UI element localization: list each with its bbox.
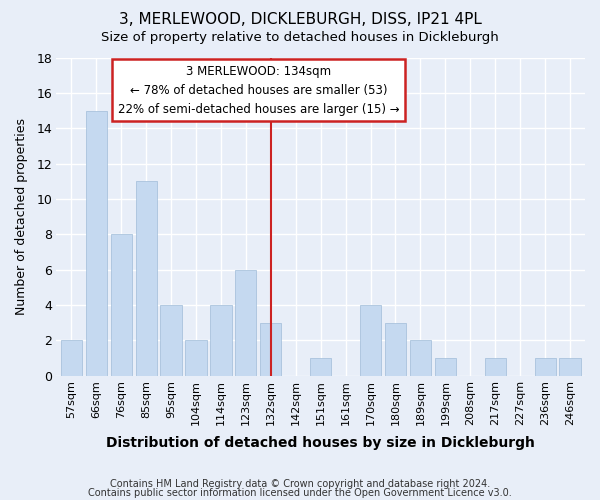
- Bar: [211, 305, 232, 376]
- X-axis label: Distribution of detached houses by size in Dickleburgh: Distribution of detached houses by size …: [106, 436, 535, 450]
- Bar: [535, 358, 556, 376]
- Text: 3, MERLEWOOD, DICKLEBURGH, DISS, IP21 4PL: 3, MERLEWOOD, DICKLEBURGH, DISS, IP21 4P…: [119, 12, 481, 28]
- Text: Contains HM Land Registry data © Crown copyright and database right 2024.: Contains HM Land Registry data © Crown c…: [110, 479, 490, 489]
- Text: Contains public sector information licensed under the Open Government Licence v3: Contains public sector information licen…: [88, 488, 512, 498]
- Text: 3 MERLEWOOD: 134sqm
← 78% of detached houses are smaller (53)
22% of semi-detach: 3 MERLEWOOD: 134sqm ← 78% of detached ho…: [118, 64, 399, 116]
- Text: Size of property relative to detached houses in Dickleburgh: Size of property relative to detached ho…: [101, 31, 499, 44]
- Bar: [86, 110, 107, 376]
- Bar: [160, 305, 182, 376]
- Bar: [185, 340, 206, 376]
- Bar: [260, 322, 281, 376]
- Bar: [360, 305, 381, 376]
- Bar: [559, 358, 581, 376]
- Bar: [235, 270, 256, 376]
- Bar: [136, 181, 157, 376]
- Y-axis label: Number of detached properties: Number of detached properties: [15, 118, 28, 315]
- Bar: [485, 358, 506, 376]
- Bar: [435, 358, 456, 376]
- Bar: [310, 358, 331, 376]
- Bar: [410, 340, 431, 376]
- Bar: [110, 234, 132, 376]
- Bar: [385, 322, 406, 376]
- Bar: [61, 340, 82, 376]
